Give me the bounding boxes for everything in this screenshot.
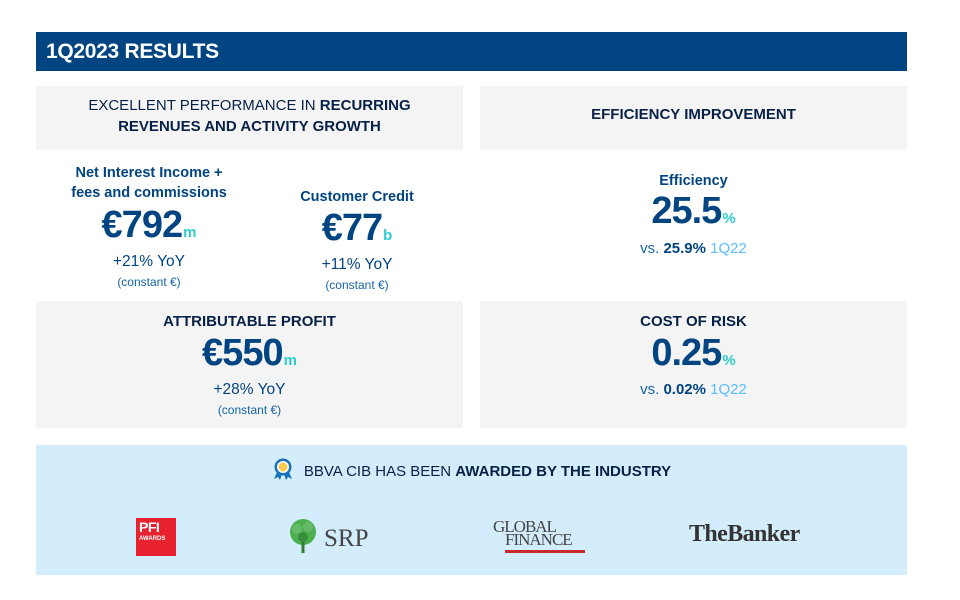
- efficiency-comparison: vs. 25.9% 1Q22: [480, 240, 907, 257]
- performance-headline-bold: RECURRING: [319, 97, 411, 114]
- nii-value: €792m: [56, 204, 242, 247]
- cost-of-risk-value: 0.25%: [480, 332, 907, 375]
- efficiency-value-number: 25.5: [651, 190, 722, 232]
- credit-yoy: +11% YoY: [321, 256, 393, 273]
- nii-note: (constant €): [117, 275, 181, 289]
- pfi-awards-logo: PFI AWARDS: [136, 518, 176, 556]
- cost-of-risk-label: COST OF RISK: [640, 313, 747, 330]
- nii-value-number: €792: [101, 204, 184, 246]
- global-finance-text-1: GLOBAL: [493, 517, 557, 536]
- performance-headline-line-2: REVENUES AND ACTIVITY GROWTH: [118, 118, 381, 135]
- cost-of-risk-vs-period: 1Q22: [706, 381, 747, 398]
- efficiency-panel-header: EFFICIENCY IMPROVEMENT: [480, 86, 907, 150]
- cost-of-risk-value-unit: %: [722, 352, 736, 369]
- pfi-logo-subtext: AWARDS: [139, 536, 166, 542]
- global-finance-underline: [505, 550, 585, 553]
- profit-label: ATTRIBUTABLE PROFIT: [163, 313, 336, 330]
- global-finance-text-2: FINANCE: [505, 530, 573, 549]
- efficiency-vs-period: 1Q22: [706, 240, 747, 257]
- the-banker-logo: TheBanker: [689, 521, 800, 547]
- performance-headline-normal: EXCELLENT PERFORMANCE IN: [88, 97, 320, 114]
- results-header: 1Q2023 RESULTS: [36, 32, 907, 71]
- profit-value: €550m: [36, 332, 463, 375]
- credit-value-unit: b: [383, 227, 393, 244]
- cost-of-risk-vs-value: 0.02%: [663, 381, 706, 398]
- awards-headline-bold: AWARDED BY THE INDUSTRY: [455, 463, 672, 480]
- srp-logo-text: SRP: [324, 525, 369, 552]
- profit-panel: ATTRIBUTABLE PROFIT €550m +28% YoY (cons…: [36, 301, 463, 428]
- awards-headline: BBVA CIB HAS BEEN AWARDED BY THE INDUSTR…: [36, 457, 907, 481]
- profit-value-unit: m: [283, 352, 297, 369]
- profit-value-number: €550: [202, 332, 284, 374]
- nii-label-line-2: fees and commissions: [71, 185, 227, 201]
- credit-value: €77b: [277, 207, 437, 250]
- cost-of-risk-vs-prefix: vs.: [640, 381, 664, 398]
- performance-panel-header: EXCELLENT PERFORMANCE IN RECURRING REVEN…: [36, 86, 463, 150]
- credit-value-number: €77: [321, 207, 383, 249]
- cost-of-risk-value-number: 0.25: [651, 332, 722, 374]
- efficiency-headline: EFFICIENCY IMPROVEMENT: [591, 106, 796, 123]
- nii-yoy: +21% YoY: [113, 253, 185, 270]
- nii-label: Net Interest Income + fees and commissio…: [56, 163, 242, 203]
- cost-of-risk-panel: COST OF RISK 0.25% vs. 0.02% 1Q22: [480, 301, 907, 428]
- credit-note: (constant €): [325, 278, 389, 292]
- awards-headline-normal: BBVA CIB HAS BEEN: [303, 463, 456, 480]
- srp-tree-icon: [290, 519, 316, 553]
- global-finance-logo: GLOBAL FINANCE: [493, 517, 593, 557]
- awards-panel: BBVA CIB HAS BEEN AWARDED BY THE INDUSTR…: [36, 445, 907, 575]
- efficiency-label: Efficiency: [659, 173, 728, 189]
- efficiency-value: 25.5%: [480, 190, 907, 233]
- pfi-logo-text: PFI: [139, 519, 160, 535]
- nii-label-line-1: Net Interest Income +: [75, 165, 223, 181]
- efficiency-value-unit: %: [722, 210, 736, 227]
- srp-logo: SRP: [286, 517, 376, 557]
- nii-value-unit: m: [183, 224, 197, 241]
- cost-of-risk-comparison: vs. 0.02% 1Q22: [480, 381, 907, 398]
- page-title: 1Q2023 RESULTS: [46, 40, 219, 63]
- award-medal-icon: [273, 458, 292, 480]
- profit-note: (constant €): [217, 403, 282, 417]
- efficiency-vs-value: 25.9%: [663, 240, 706, 257]
- credit-label: Customer Credit: [300, 189, 414, 205]
- profit-yoy: +28% YoY: [213, 381, 286, 398]
- efficiency-vs-prefix: vs.: [640, 240, 664, 257]
- performance-headline-line-1: EXCELLENT PERFORMANCE IN RECURRING: [36, 97, 463, 114]
